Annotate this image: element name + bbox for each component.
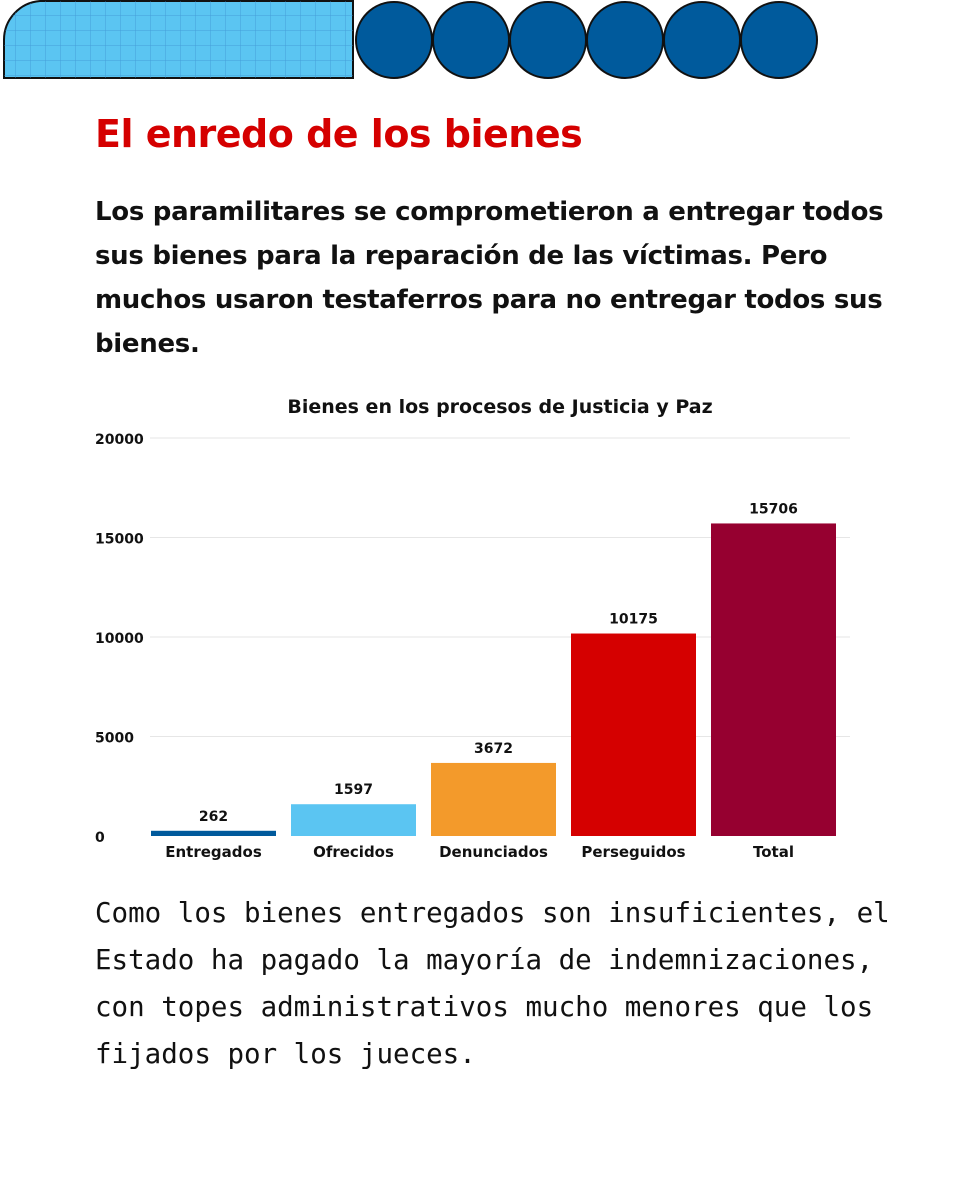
decorative-circle (509, 1, 587, 79)
bar-chart: Bienes en los procesos de Justicia y Paz… (95, 396, 850, 861)
page-title: El enredo de los bienes (95, 112, 583, 156)
bar-value-label: 15706 (749, 501, 798, 517)
decorative-circle (355, 1, 433, 79)
decorative-circle (586, 1, 664, 79)
x-tick-label: Perseguidos (581, 843, 685, 861)
header-decoration (2, 0, 818, 79)
bar-value-label: 3672 (474, 741, 513, 757)
x-tick-label: Ofrecidos (313, 843, 394, 861)
decorative-circle (432, 1, 510, 79)
y-tick-label: 10000 (95, 631, 144, 647)
x-tick-label: Total (753, 843, 794, 861)
bar-entregados (151, 830, 276, 836)
chart-title: Bienes en los procesos de Justicia y Paz (287, 396, 712, 418)
x-tick-label: Denunciados (439, 843, 548, 861)
closing-paragraph: Como los bienes entregados son insuficie… (95, 897, 890, 1070)
decorative-circle (740, 1, 818, 79)
bar-value-label: 1597 (334, 782, 373, 798)
bars: 262 Entregados 1597 Ofrecidos 3672 Denunciado… (151, 501, 836, 861)
bar-value-label: 10175 (609, 612, 658, 628)
bar-value-label: 262 (199, 809, 228, 825)
x-tick-label: Entregados (165, 843, 262, 861)
y-tick-label: 5000 (95, 731, 134, 747)
grid-pattern-banner (2, 0, 354, 79)
bar-total (711, 523, 836, 836)
decorative-circle (663, 1, 741, 79)
bar-perseguidos (571, 633, 696, 836)
intro-paragraph: Los paramilitares se comprometieron a en… (95, 197, 884, 359)
bar-ofrecidos (291, 804, 416, 836)
y-tick-label: 15000 (95, 532, 144, 548)
decorative-circles (355, 1, 818, 79)
bar-denunciados (431, 762, 556, 836)
y-tick-label: 0 (95, 830, 105, 846)
y-tick-label: 20000 (95, 432, 144, 448)
